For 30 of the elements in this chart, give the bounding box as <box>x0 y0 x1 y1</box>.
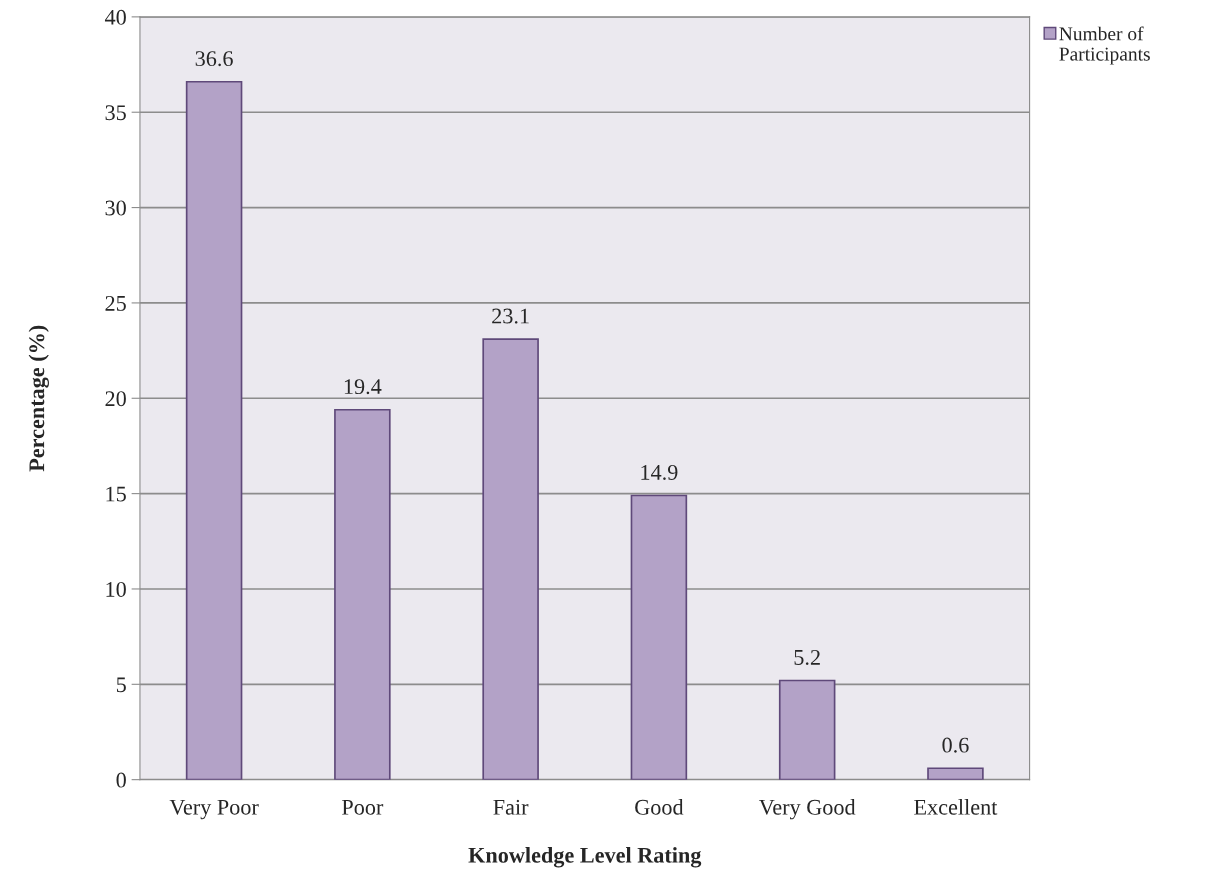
y-tick-label: 25 <box>105 295 126 311</box>
data-label: 36.6 <box>195 51 233 67</box>
data-label: 14.9 <box>641 464 678 480</box>
bar <box>482 338 539 780</box>
x-axis-title: Knowledge Level Rating <box>468 847 702 868</box>
bar <box>778 679 836 780</box>
y-tick-label: 5 <box>116 677 126 693</box>
y-tick-label: 20 <box>105 391 126 407</box>
bar <box>334 408 391 780</box>
data-label: 0.6 <box>942 737 969 753</box>
bar <box>185 80 243 780</box>
y-tick-label: 30 <box>105 200 126 216</box>
y-tick-label: 0 <box>116 772 126 788</box>
x-tick-label: Very Poor <box>169 799 259 820</box>
data-label: 19.4 <box>344 379 382 395</box>
bar <box>927 767 984 780</box>
y-axis-title: Percentage (%) <box>28 325 49 472</box>
data-label: 23.1 <box>492 308 529 324</box>
y-tick-label: 35 <box>105 105 126 121</box>
legend-label: Number of Participants <box>1059 26 1150 65</box>
x-tick-label: Excellent <box>914 799 998 815</box>
bar <box>630 494 688 780</box>
data-label: 5.2 <box>794 649 820 665</box>
y-tick-label: 10 <box>106 581 126 597</box>
x-tick-label: Good <box>635 799 684 815</box>
x-tick-label: Very Good <box>758 799 856 820</box>
x-tick-label: Poor <box>342 799 384 815</box>
x-tick-label: Fair <box>493 799 529 815</box>
y-tick-label: 40 <box>104 9 126 25</box>
y-tick-label: 15 <box>106 486 126 502</box>
